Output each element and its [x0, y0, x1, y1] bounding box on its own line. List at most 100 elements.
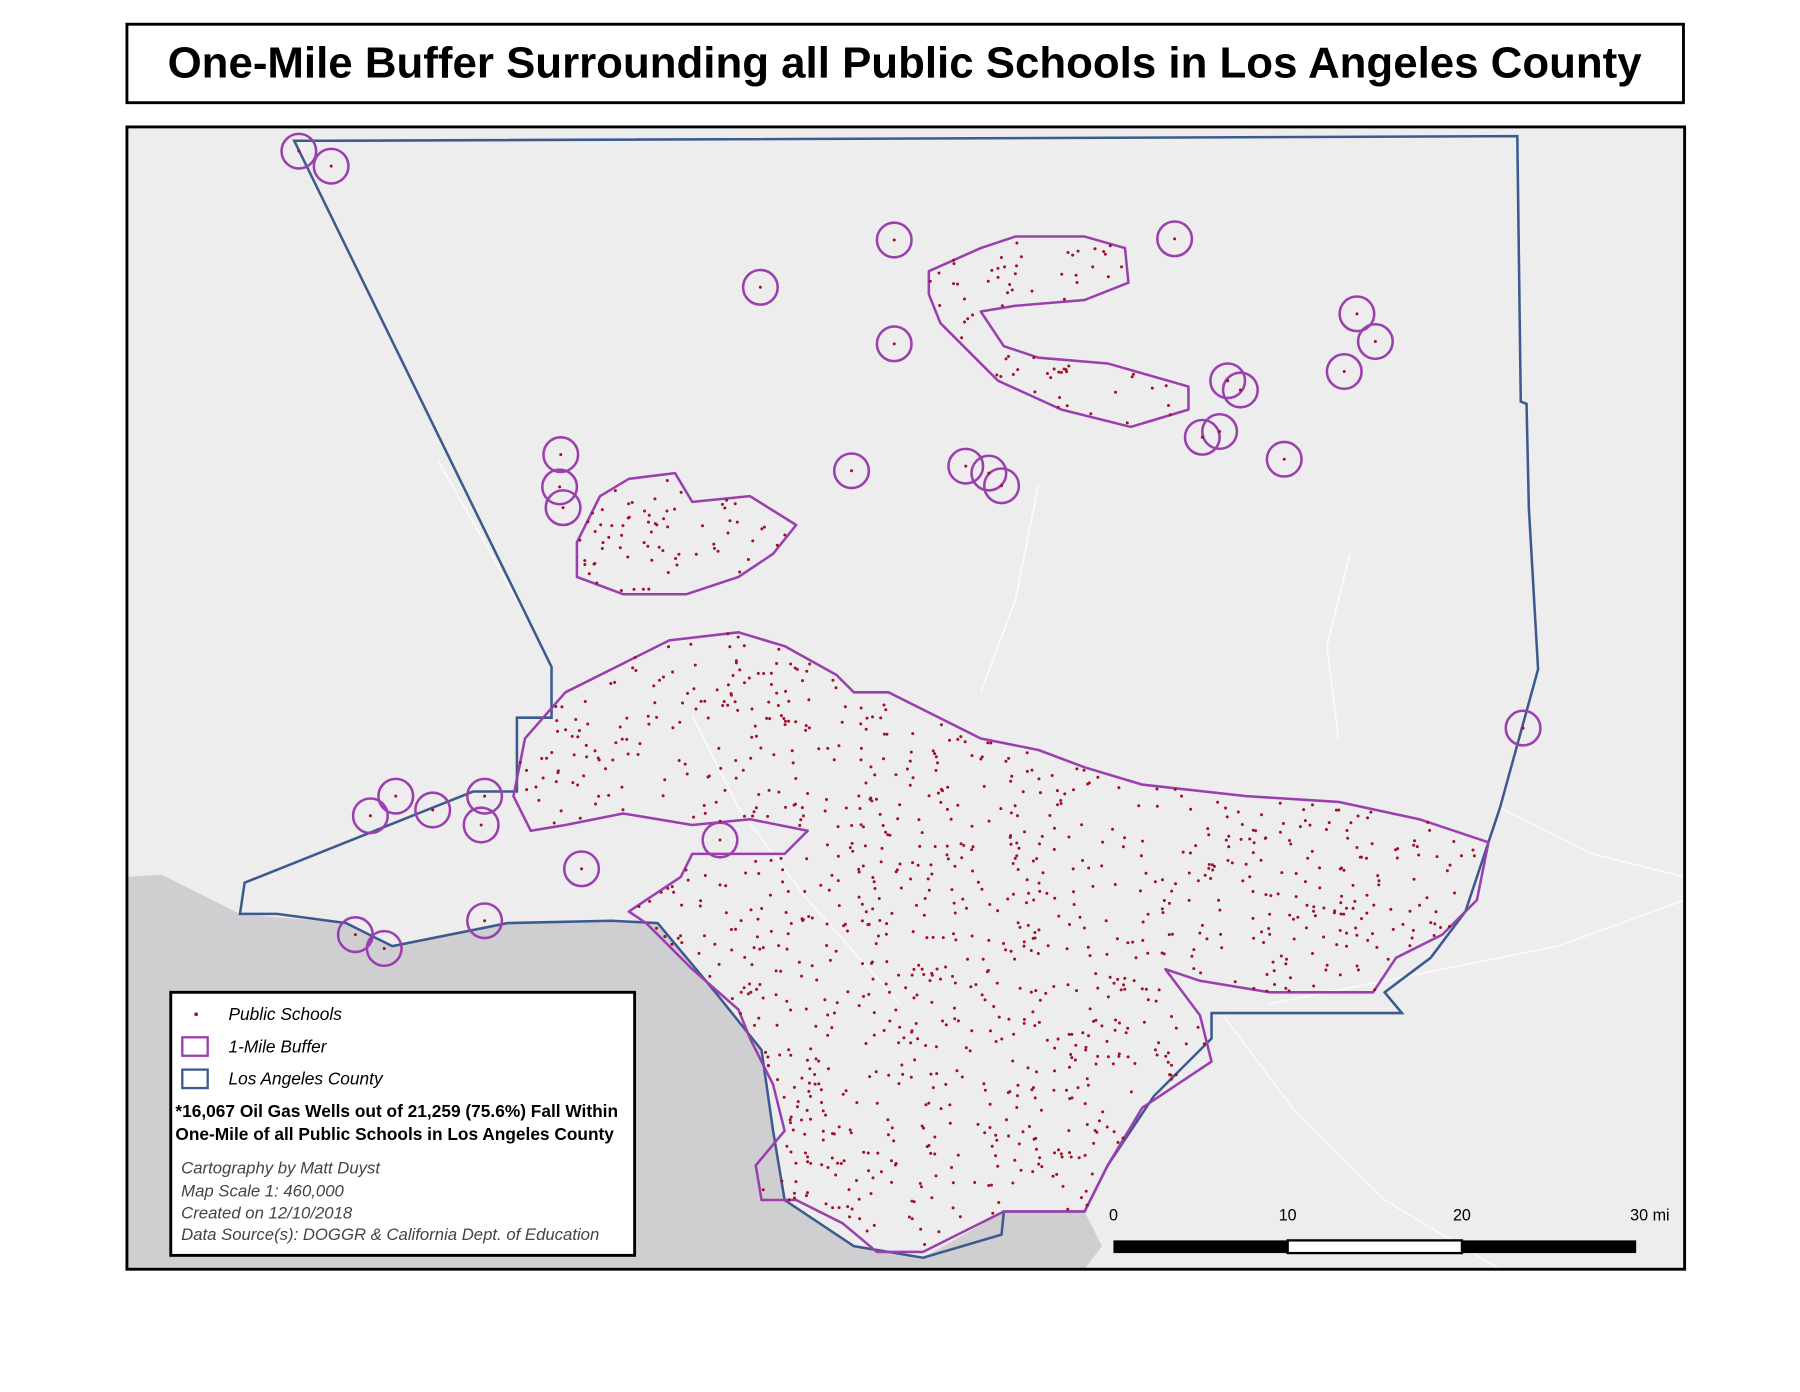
school: [917, 818, 921, 822]
school: [1070, 1056, 1074, 1060]
school: [793, 666, 797, 670]
school: [823, 998, 827, 1002]
school: [999, 375, 1003, 378]
school: [1052, 985, 1056, 989]
school: [1082, 768, 1086, 772]
school: [297, 149, 301, 153]
school: [832, 1011, 836, 1015]
school: [578, 816, 582, 820]
school: [653, 497, 657, 501]
school: [1196, 879, 1200, 883]
school: [826, 1033, 830, 1037]
school: [782, 1095, 786, 1099]
school: [1146, 912, 1150, 916]
school: [996, 1164, 1000, 1168]
school: [718, 838, 722, 842]
school: [986, 741, 990, 745]
school: [796, 1100, 800, 1104]
school: [955, 1069, 959, 1073]
school: [769, 682, 773, 686]
school: [724, 884, 728, 888]
school: [1075, 280, 1079, 284]
school: [680, 941, 684, 945]
school: [759, 746, 763, 750]
school: [1018, 925, 1022, 929]
school: [1126, 1055, 1130, 1059]
school: [1251, 889, 1255, 893]
school: [798, 823, 802, 827]
buffer-zone: [1209, 362, 1247, 400]
school: [1096, 986, 1100, 990]
school: [748, 982, 752, 986]
school: [857, 870, 861, 874]
school: [902, 1036, 906, 1040]
school: [1207, 866, 1211, 870]
school: [626, 752, 630, 756]
school: [576, 735, 580, 739]
school: [1153, 880, 1157, 884]
school: [915, 993, 919, 997]
school: [1053, 896, 1057, 900]
school: [878, 812, 882, 816]
school: [912, 967, 916, 971]
school: [1370, 842, 1374, 846]
school: [908, 783, 912, 787]
school: [1023, 830, 1026, 834]
school: [583, 700, 587, 704]
school: [824, 1202, 828, 1206]
school: [733, 502, 737, 506]
school: [885, 960, 889, 964]
school: [809, 1117, 813, 1121]
school: [1346, 836, 1350, 840]
school: [720, 502, 724, 506]
school: [1081, 859, 1085, 863]
school: [680, 903, 684, 907]
school: [785, 999, 789, 1003]
school: [744, 871, 748, 875]
school: [844, 1089, 848, 1093]
school: [996, 275, 1000, 279]
school: [1287, 989, 1291, 993]
school: [1288, 913, 1292, 917]
school: [1081, 1031, 1085, 1035]
school: [899, 886, 903, 890]
credit: Map Scale 1: 460,000: [181, 1181, 344, 1200]
school: [1164, 1054, 1168, 1058]
school: [964, 1046, 968, 1050]
legend-county-symbol: [181, 1068, 209, 1090]
school: [1187, 871, 1191, 875]
school: [815, 978, 819, 982]
school: [809, 1047, 813, 1051]
school: [1365, 911, 1369, 915]
school: [1000, 304, 1004, 308]
school: [870, 799, 874, 803]
school: [850, 823, 854, 827]
school: [1162, 898, 1166, 902]
school: [760, 907, 764, 911]
buffer-zone: [701, 821, 739, 859]
school: [1003, 265, 1007, 269]
school: [627, 502, 631, 506]
school: [787, 1048, 791, 1052]
school: [1072, 788, 1076, 792]
school: [634, 669, 638, 672]
school: [483, 794, 487, 798]
school: [825, 843, 829, 847]
school: [807, 915, 811, 918]
school: [935, 1072, 939, 1076]
school: [911, 930, 915, 934]
legend-label: Los Angeles County: [228, 1069, 384, 1089]
school: [1335, 943, 1339, 947]
school: [1289, 842, 1293, 846]
school: [618, 546, 622, 550]
buffer-zone: [1338, 295, 1376, 333]
school: [1130, 375, 1134, 379]
school: [1155, 804, 1159, 808]
school: [1004, 948, 1008, 952]
school: [765, 716, 769, 720]
school: [1045, 372, 1049, 376]
school: [1410, 936, 1414, 940]
school: [847, 1188, 851, 1192]
school: [789, 1008, 793, 1012]
school: [783, 533, 787, 537]
